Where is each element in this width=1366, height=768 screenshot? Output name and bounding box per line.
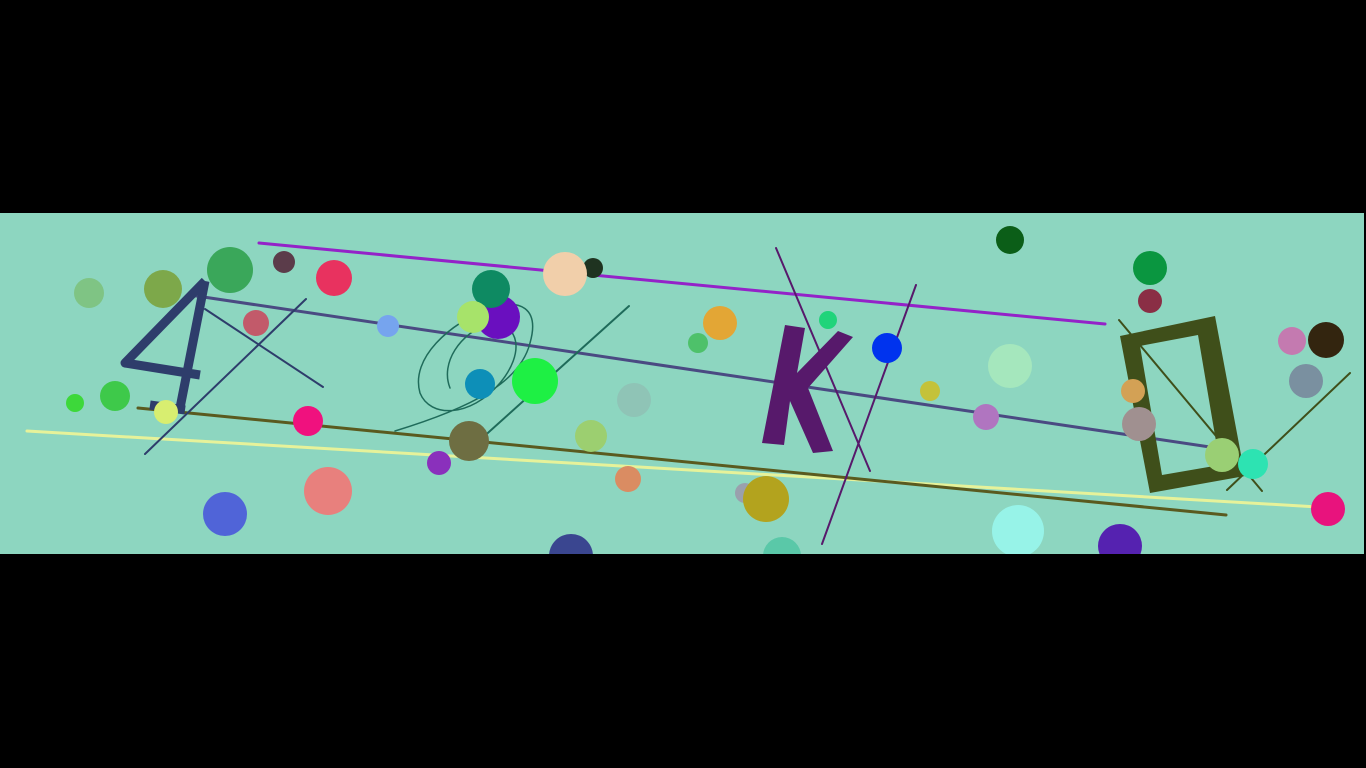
noise-dot — [1138, 289, 1162, 313]
noise-line — [257, 241, 1107, 326]
noise-dot — [763, 537, 801, 554]
noise-line — [144, 298, 307, 455]
noise-dot — [1289, 364, 1323, 398]
noise-dot — [920, 381, 940, 401]
noise-dot — [688, 333, 708, 353]
noise-dot — [996, 226, 1024, 254]
noise-line — [821, 284, 917, 545]
noise-dot — [293, 406, 323, 436]
noise-dot — [1308, 322, 1344, 358]
noise-dot — [743, 476, 789, 522]
noise-dot — [207, 247, 253, 293]
noise-dot — [1311, 492, 1345, 526]
noise-dot — [703, 306, 737, 340]
noise-line — [25, 429, 1320, 509]
noise-dot — [144, 270, 182, 308]
noise-dot — [1238, 449, 1268, 479]
noise-dot — [243, 310, 269, 336]
noise-dot — [1133, 251, 1167, 285]
noise-dot — [273, 251, 295, 273]
noise-dot — [992, 505, 1044, 554]
noise-dot — [973, 404, 999, 430]
noise-line — [188, 293, 1232, 452]
noise-dot — [549, 534, 593, 554]
noise-line — [204, 308, 324, 388]
noise-dot — [154, 400, 178, 424]
noise-dot — [819, 311, 837, 329]
noise-dot — [617, 383, 651, 417]
noise-dot — [1278, 327, 1306, 355]
noise-dot — [74, 278, 104, 308]
noise-dot — [615, 466, 641, 492]
captcha-image — [0, 213, 1364, 554]
noise-dot — [543, 252, 587, 296]
noise-dot — [988, 344, 1032, 388]
noise-dot — [316, 260, 352, 296]
noise-dot — [427, 451, 451, 475]
noise-dot — [377, 315, 399, 337]
noise-dot — [575, 420, 607, 452]
captcha-char-d — [1120, 316, 1245, 493]
noise-dot — [512, 358, 558, 404]
noise-dot — [465, 369, 495, 399]
noise-dot — [203, 492, 247, 536]
captcha-char-k — [762, 325, 853, 453]
captcha-canvas — [0, 213, 1364, 554]
noise-dot — [472, 270, 510, 308]
noise-dot — [100, 381, 130, 411]
noise-dot — [1122, 407, 1156, 441]
noise-dot — [1121, 379, 1145, 403]
noise-dot — [1205, 438, 1239, 472]
noise-dot — [872, 333, 902, 363]
noise-dot — [304, 467, 352, 515]
noise-dot — [583, 258, 603, 278]
noise-dot — [66, 394, 84, 412]
noise-dot — [449, 421, 489, 461]
noise-dots — [66, 226, 1345, 554]
noise-dot — [1098, 524, 1142, 554]
noise-dot — [457, 301, 489, 333]
